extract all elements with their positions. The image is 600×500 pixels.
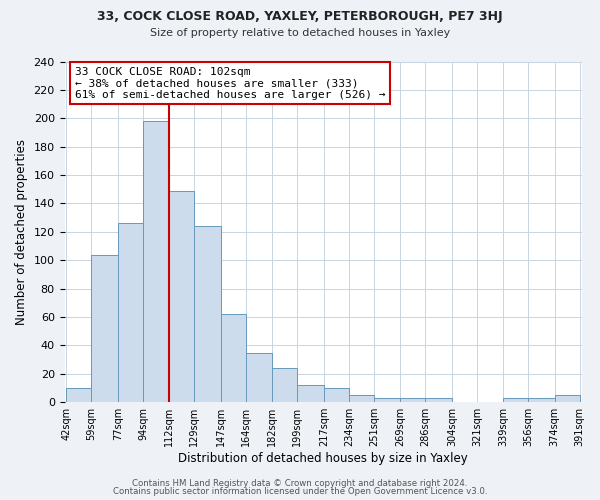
Bar (67, 388, 91, 402)
Bar (425, 398, 452, 402)
Bar (194, 226, 221, 402)
Bar (503, 398, 529, 402)
Text: 33, COCK CLOSE ROAD, YAXLEY, PETERBOROUGH, PE7 3HJ: 33, COCK CLOSE ROAD, YAXLEY, PETERBOROUG… (97, 10, 503, 23)
Bar (118, 224, 143, 402)
Text: 33 COCK CLOSE ROAD: 102sqm
← 38% of detached houses are smaller (333)
61% of sem: 33 COCK CLOSE ROAD: 102sqm ← 38% of deta… (75, 66, 385, 100)
Bar (555, 395, 580, 402)
Bar (91, 254, 118, 402)
Text: Size of property relative to detached houses in Yaxley: Size of property relative to detached ho… (150, 28, 450, 38)
Y-axis label: Number of detached properties: Number of detached properties (15, 139, 28, 325)
Text: Contains public sector information licensed under the Open Government Licence v3: Contains public sector information licen… (113, 487, 487, 496)
Bar (324, 388, 349, 402)
Bar (143, 121, 169, 402)
Text: Contains HM Land Registry data © Crown copyright and database right 2024.: Contains HM Land Registry data © Crown c… (132, 478, 468, 488)
Bar (400, 398, 425, 402)
Bar (349, 395, 374, 402)
X-axis label: Distribution of detached houses by size in Yaxley: Distribution of detached houses by size … (178, 452, 468, 465)
Bar (272, 368, 298, 402)
Bar (374, 398, 400, 402)
Bar (246, 352, 272, 402)
Bar (298, 385, 324, 402)
Bar (169, 190, 194, 402)
Bar (221, 314, 246, 402)
Bar (529, 398, 555, 402)
